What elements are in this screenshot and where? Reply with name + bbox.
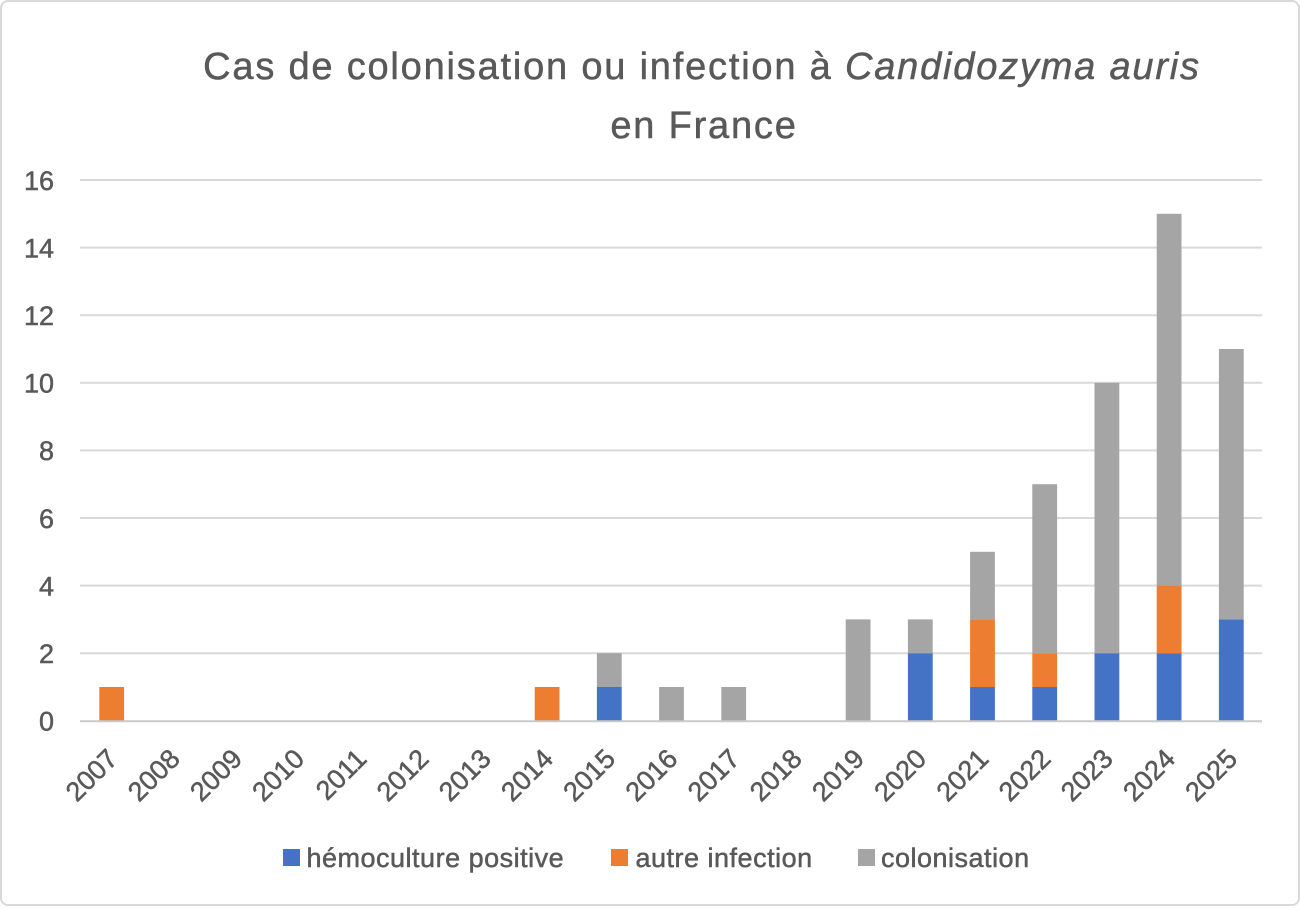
svg-text:Cas de colonisation ou infecti: Cas de colonisation ou infection à Candi… xyxy=(203,46,1201,88)
svg-text:autre infection: autre infection xyxy=(636,843,813,873)
svg-text:12: 12 xyxy=(24,301,54,331)
svg-text:en France: en France xyxy=(610,105,797,147)
svg-text:10: 10 xyxy=(24,369,54,399)
svg-text:colonisation: colonisation xyxy=(881,843,1030,873)
svg-text:6: 6 xyxy=(39,504,54,534)
svg-text:0: 0 xyxy=(39,707,54,737)
svg-text:16: 16 xyxy=(24,166,54,196)
svg-text:14: 14 xyxy=(24,233,54,263)
svg-text:8: 8 xyxy=(39,436,54,466)
svg-text:hémoculture positive: hémoculture positive xyxy=(307,843,565,873)
svg-text:4: 4 xyxy=(39,571,54,601)
svg-text:2: 2 xyxy=(39,639,54,669)
